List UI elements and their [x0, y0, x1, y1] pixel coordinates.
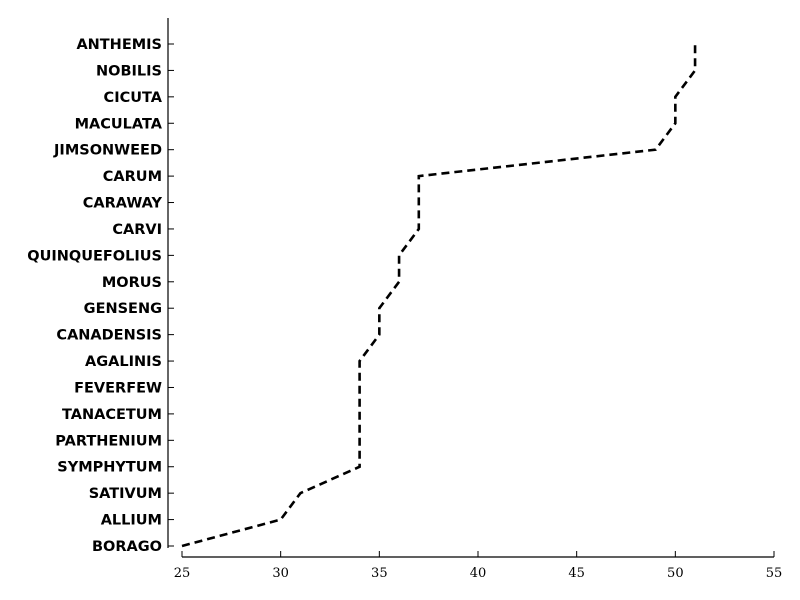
x-tick-label-30: 30	[272, 566, 289, 581]
category-label-tanacetum: TANACETUM	[62, 407, 162, 423]
category-label-symphytum: SYMPHYTUM	[57, 460, 162, 476]
x-tick-labels: 25 30 35 40 45 50 55	[174, 566, 783, 581]
series-line	[181, 44, 697, 548]
category-label-carum: CARUM	[103, 169, 162, 185]
category-label-parthenium: PARTHENIUM	[55, 433, 162, 449]
category-label-anthemis: ANTHEMIS	[76, 37, 162, 53]
category-label-cicuta: CICUTA	[104, 90, 163, 106]
category-label-borago: BORAGO	[92, 539, 162, 555]
x-tick-label-45: 45	[568, 566, 585, 581]
plot-area: BORAGO ALLIUM SATIVUM SYMPHYTUM PARTHENIUM TA…	[27, 18, 782, 581]
category-label-feverfew: FEVERFEW	[74, 380, 162, 396]
category-label-nobilis: NOBILIS	[96, 63, 162, 79]
x-tick-label-50: 50	[667, 566, 684, 581]
category-label-maculata: MACULATA	[75, 116, 163, 132]
category-label-genseng: GENSENG	[84, 301, 162, 317]
category-label-caraway: CARAWAY	[83, 196, 163, 212]
x-tick-label-35: 35	[371, 566, 388, 581]
category-label-carvi: CARVI	[112, 222, 162, 238]
category-label-canadensis: CANADENSIS	[56, 328, 162, 344]
x-tick-label-40: 40	[470, 566, 487, 581]
y-axis-ticks	[168, 43, 174, 547]
category-label-quinquefolius: QUINQUEFOLIUS	[27, 248, 162, 264]
category-label-agalinis: AGALINIS	[85, 354, 162, 370]
x-axis-ticks	[181, 551, 775, 557]
category-label-allium: ALLIUM	[101, 513, 162, 529]
category-label-jimsonweed: JIMSONWEED	[53, 143, 162, 159]
category-label-sativum: SATIVUM	[89, 486, 162, 502]
x-tick-label-55: 55	[766, 566, 783, 581]
x-tick-label-25: 25	[174, 566, 191, 581]
category-labels: BORAGO ALLIUM SATIVUM SYMPHYTUM PARTHENIUM TA…	[27, 37, 163, 555]
category-label-morus: MORUS	[102, 275, 162, 291]
